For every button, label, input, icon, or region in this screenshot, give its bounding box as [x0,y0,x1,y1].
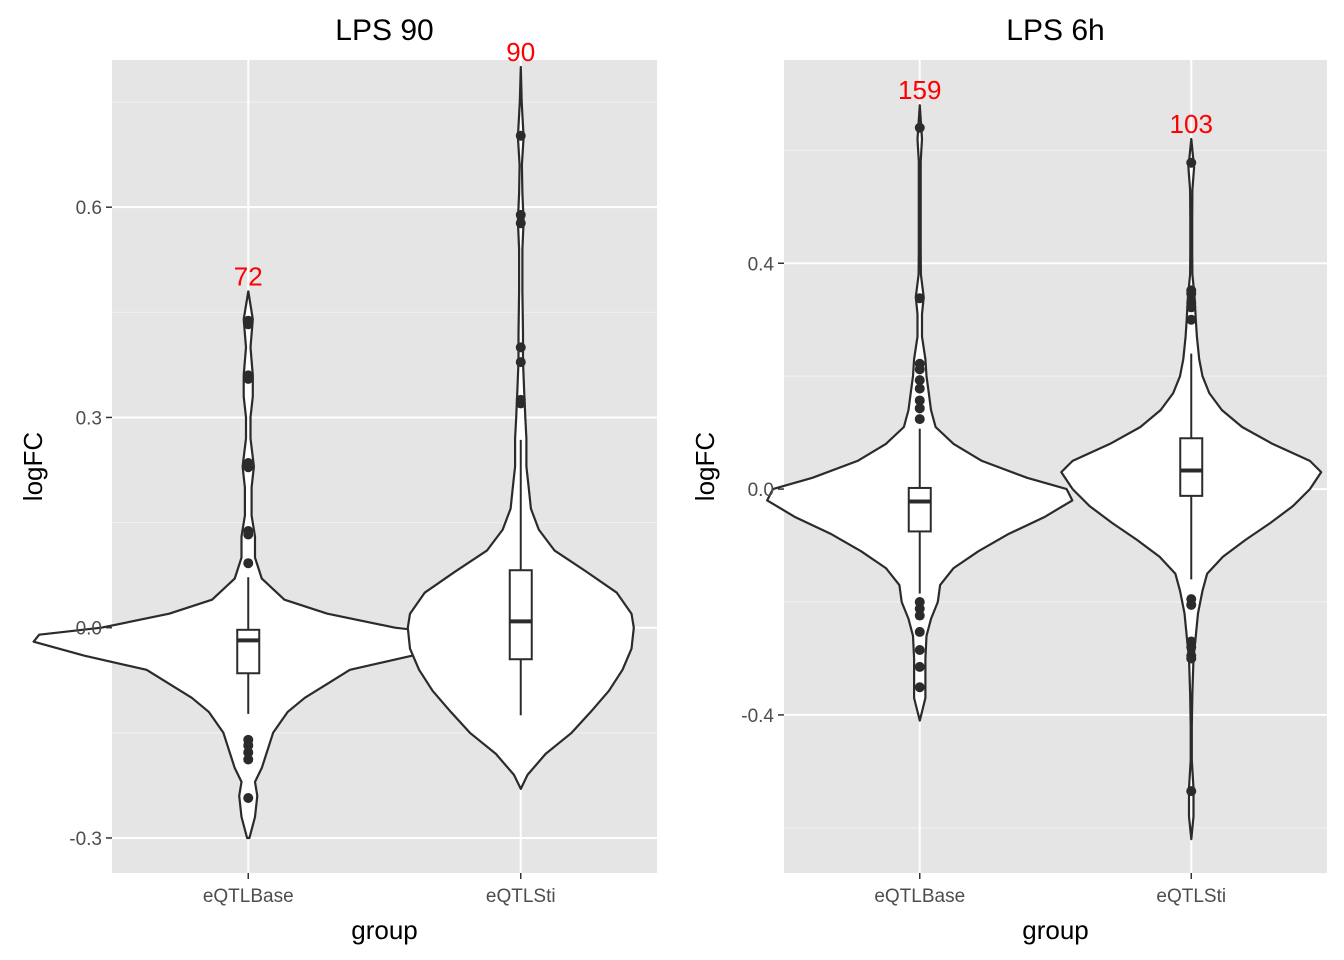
x-axis-title: group [351,915,418,945]
outlier-point [914,414,925,425]
outlier-point [914,661,925,672]
outlier-point [914,682,925,693]
y-tick-label: 0.6 [76,198,102,219]
x-tick-label: eQTLBase [874,886,965,907]
x-axis-title: group [1022,915,1089,945]
y-axis-title: logFC [18,432,48,501]
box-eQTLBase [236,628,261,675]
y-tick-label: 0.3 [76,408,102,429]
outlier-point [1186,599,1197,610]
outlier-point [914,364,925,375]
x-tick-label: eQTLSti [1156,886,1226,907]
count-label: 103 [1170,109,1213,139]
y-tick-label: 0.4 [748,254,775,275]
outlier-point [914,403,925,414]
outlier-point [243,462,254,473]
outlier-point [515,130,526,141]
outlier-point [1186,288,1197,299]
outlier-point [243,373,254,384]
violin-eQTLSti [406,65,635,790]
outlier-point [515,398,526,409]
panel-title: LPS 90 [335,14,433,47]
panel-title: LPS 6h [1006,14,1104,47]
outlier-point [243,747,254,758]
outlier-point [243,793,254,804]
x-tick-label: eQTLBase [203,886,294,907]
x-tick-label: eQTLSti [486,886,556,907]
outlier-point [1186,157,1197,168]
outlier-point [1186,302,1197,313]
box-eQTLBase [907,486,932,533]
outlier-point [914,375,925,386]
series-eQTLBase: 159 [766,75,1074,722]
outlier-point [914,395,925,406]
outlier-point [914,293,925,304]
count-label: 90 [506,37,535,67]
y-tick-label: -0.4 [741,706,774,727]
count-label: 159 [898,75,941,105]
outlier-point [914,626,925,637]
outlier-point [515,357,526,368]
plot-background [112,60,657,873]
chart-panel-1: 72 90 -0.3 0.0 0.3 0.6 eQTLBase eQTLSti LPS 90 gr… [18,14,657,945]
outlier-point [243,740,254,751]
y-tick-label: -0.3 [69,829,102,850]
outlier-point [243,529,254,540]
outlier-point [515,209,526,220]
outlier-point [914,644,925,655]
outlier-point [1186,786,1197,797]
outlier-point [515,342,526,353]
chart-panel-2: 159 103 -0.4 0.0 0.4 eQTLBase eQTLSti LPS 6h gro… [690,14,1327,945]
outlier-point [243,754,254,765]
outlier-point [914,610,925,621]
outlier-point [1186,653,1197,664]
y-tick-label: 0.0 [748,480,774,501]
outlier-point [243,319,254,330]
y-tick-label: 0.0 [76,619,102,640]
outlier-point [243,558,254,569]
outlier-point [515,218,526,229]
box-eQTLSti [508,569,533,661]
outlier-point [1186,642,1197,653]
box-eQTLSti [1179,437,1204,497]
outlier-point [1186,314,1197,325]
series-eQTLSti: 103 [1060,109,1323,841]
outlier-point [914,122,925,133]
series-eQTLBase: 72 [32,261,464,840]
count-label: 72 [234,261,263,291]
y-axis-title: logFC [690,432,720,501]
outlier-point [914,383,925,394]
series-eQTLSti: 90 [406,37,635,790]
